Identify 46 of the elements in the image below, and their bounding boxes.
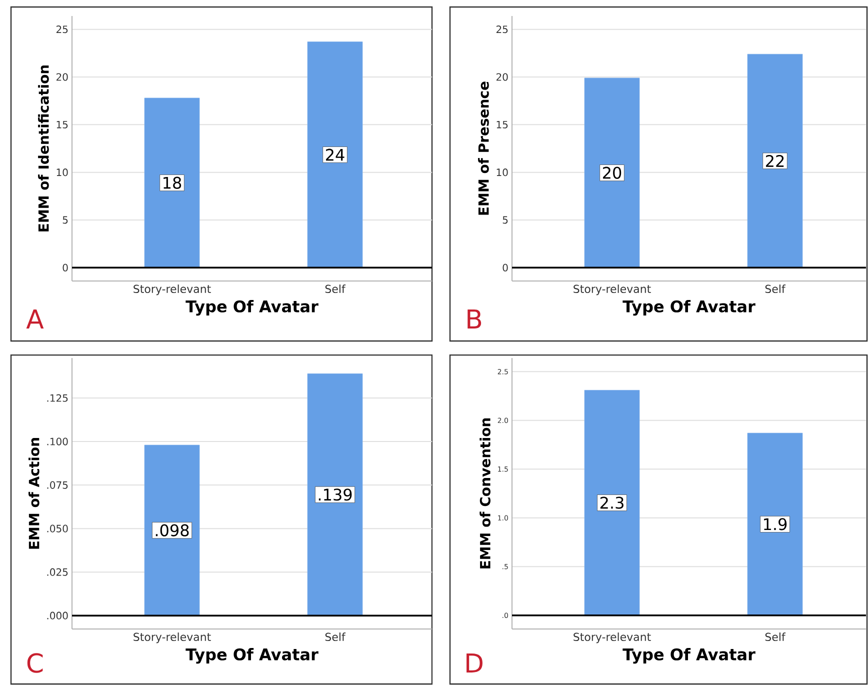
x-tick-label: Story-relevant: [134, 284, 211, 296]
y-tick-label: .025: [47, 568, 68, 576]
x-tick-label: Story-relevant: [574, 284, 651, 296]
data-label: 24: [326, 148, 344, 161]
data-label: .139: [318, 488, 352, 501]
y-tick-label: 0: [502, 264, 508, 272]
y-tick-label: 10: [56, 168, 68, 176]
data-label: 2.3: [600, 496, 624, 509]
y-tick-label: 25: [56, 26, 68, 34]
y-tick-label: 25: [496, 26, 508, 34]
y-tick-label: .100: [47, 438, 68, 446]
y-tick-label: 0: [62, 264, 68, 272]
y-tick-label: 20: [56, 73, 68, 81]
x-axis-title: Type Of Avatar: [186, 648, 318, 664]
data-label: 18: [164, 176, 182, 189]
y-tick-label: .050: [47, 524, 68, 532]
y-tick-label: .075: [47, 481, 68, 489]
text: A: [26, 310, 44, 328]
x-tick-label: Self: [765, 632, 786, 642]
y-tick-label: 15: [56, 120, 68, 128]
y-tick-label: .000: [47, 612, 68, 620]
y-tick-label: 10: [496, 168, 508, 176]
x-tick-label: Story-relevant: [134, 632, 211, 644]
x-tick-label: Story-relevant: [574, 632, 651, 644]
y-tick-label: 15: [496, 120, 508, 128]
y-axis-title: EMM of Presence: [478, 82, 489, 215]
data-label: 20: [603, 166, 622, 179]
y-tick-label: 5: [502, 216, 508, 224]
text: C: [27, 653, 43, 673]
x-axis-title: Type Of Avatar: [622, 648, 756, 664]
text: D: [466, 654, 482, 672]
data-label: 22: [766, 154, 784, 167]
y-tick-label: .125: [47, 394, 68, 402]
x-axis-title: Type Of Avatar: [186, 300, 318, 316]
x-tick-label: Self: [765, 284, 786, 294]
y-tick-label: 5: [62, 216, 68, 224]
x-tick-label: Self: [325, 632, 346, 642]
y-tick-label: 20: [496, 73, 508, 81]
data-label: 1.9: [764, 518, 787, 530]
x-axis-title: Type Of Avatar: [622, 300, 756, 316]
y-axis-title: EMM of Identification: [38, 65, 49, 232]
x-tick-label: Self: [325, 284, 346, 294]
text: B: [468, 310, 482, 328]
data-label: .098: [156, 524, 189, 536]
y-axis-title: EMM of Action: [28, 438, 40, 549]
y-axis-title: EMM of Convention: [480, 418, 490, 568]
